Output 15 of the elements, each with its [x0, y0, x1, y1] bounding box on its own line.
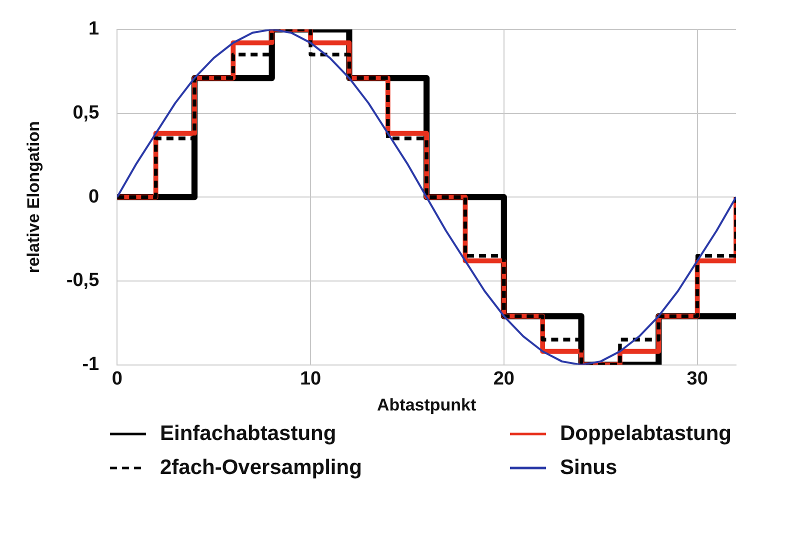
- x-tick-label: 0: [112, 368, 122, 390]
- legend-label: Sinus: [560, 456, 618, 480]
- x-tick-label: 30: [686, 368, 708, 390]
- x-tick-label: 20: [493, 368, 514, 390]
- y-tick-label: -0,5: [66, 270, 100, 292]
- y-tick-label: 1: [88, 18, 100, 40]
- legend-label: Einfachabtastung: [160, 422, 336, 446]
- y-tick-label: -1: [82, 354, 100, 376]
- legend-label: Doppelabtastung: [560, 422, 732, 446]
- x-axis-title: Abtastpunkt: [376, 395, 476, 414]
- x-tick-label: 10: [300, 368, 322, 390]
- y-axis-title: relative Elongation: [24, 121, 43, 274]
- y-tick-label: 0: [88, 186, 100, 208]
- legend-label: 2fach-Oversampling: [160, 456, 362, 480]
- y-tick-label: 0,5: [72, 102, 100, 124]
